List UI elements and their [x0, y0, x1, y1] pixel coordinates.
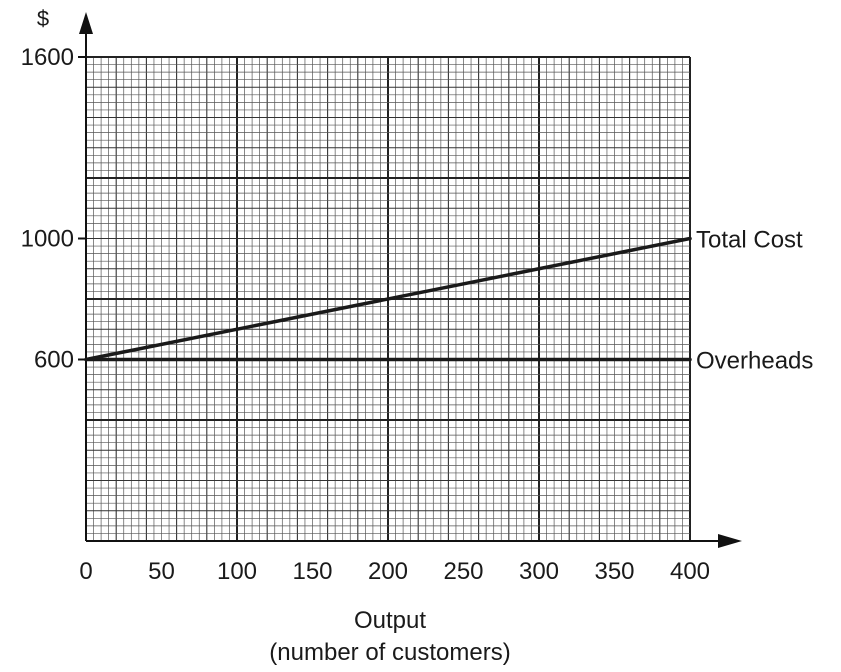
x-tick-label: 350 — [594, 558, 634, 585]
grid — [85, 56, 691, 542]
x-tick-label: 400 — [670, 558, 710, 585]
x-axis-label-sub: (number of customers) — [269, 639, 510, 666]
labels: 0 50 100 150 200 250 300 350 400 600 1000 1600 Total… — [21, 44, 814, 585]
x-tick-label: 200 — [368, 558, 408, 585]
y-tick-label: 1600 — [21, 44, 74, 71]
series-line-total-cost — [84, 236, 692, 362]
series-label-total-cost: Total Cost — [696, 227, 803, 254]
x-tick-label: 150 — [292, 558, 332, 585]
y-axis-label: $ — [37, 6, 49, 31]
axes — [78, 12, 742, 548]
x-tick-label: 50 — [148, 558, 175, 585]
x-axis-arrow — [718, 534, 742, 548]
series-lines — [84, 236, 692, 362]
series-label-overheads: Overheads — [696, 348, 813, 375]
x-tick-label: 100 — [217, 558, 257, 585]
y-tick-label: 600 — [34, 347, 74, 374]
x-axis-label: Output — [354, 607, 426, 634]
y-tick-label: 1000 — [21, 226, 74, 253]
x-tick-label: 300 — [519, 558, 559, 585]
x-tick-label: 0 — [79, 558, 92, 585]
x-tick-label: 250 — [443, 558, 483, 585]
y-axis-arrow — [79, 12, 93, 34]
